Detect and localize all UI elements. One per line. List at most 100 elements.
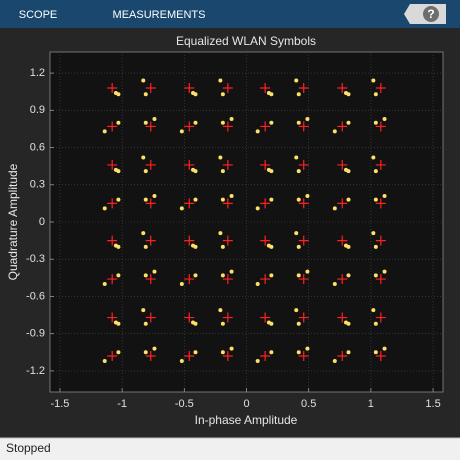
symbol-point <box>305 193 310 198</box>
symbol-point <box>116 197 121 202</box>
reference-point <box>337 82 348 93</box>
symbol-point <box>343 90 348 95</box>
reference-point <box>375 198 386 209</box>
reference-point <box>222 351 233 362</box>
symbol-point <box>220 273 225 278</box>
symbol-point <box>371 231 376 236</box>
reference-point <box>222 121 233 132</box>
y-tick-label: -0.9 <box>26 328 45 340</box>
reference-point <box>337 198 348 209</box>
reference-point <box>184 351 195 362</box>
reference-point <box>337 274 348 285</box>
y-tick-label: -1.2 <box>26 365 45 377</box>
x-tick-label: -1.5 <box>50 398 69 410</box>
x-tick-label: -0.5 <box>175 398 194 410</box>
symbol-point <box>343 320 348 325</box>
symbol-point <box>218 155 223 160</box>
symbol-point <box>220 350 225 355</box>
symbol-point <box>296 273 301 278</box>
reference-point <box>107 351 118 362</box>
reference-point <box>184 159 195 170</box>
symbol-point <box>229 269 234 274</box>
reference-point <box>184 274 195 285</box>
symbol-point <box>143 92 148 97</box>
reference-point <box>337 235 348 246</box>
symbol-point <box>116 273 121 278</box>
symbol-point <box>269 120 274 125</box>
symbol-point <box>296 197 301 202</box>
symbol-point <box>346 120 351 125</box>
reference-point <box>107 159 118 170</box>
symbol-point <box>373 120 378 125</box>
symbol-point <box>296 92 301 97</box>
plot-area: -1.5 -1 -0.5 0 0.5 1 1.5 -1.2 -0.9 -0.6 -0.3 0 0.3 0.… <box>26 52 443 410</box>
y-tick-label: 1.2 <box>30 67 45 79</box>
reference-point <box>222 198 233 209</box>
reference-point <box>260 198 271 209</box>
reference-point <box>260 351 271 362</box>
symbol-point <box>269 197 274 202</box>
symbol-point <box>143 120 148 125</box>
symbol-point <box>255 129 260 134</box>
reference-point <box>260 159 271 170</box>
symbol-point <box>143 244 148 249</box>
symbol-point <box>143 273 148 278</box>
reference-point <box>260 312 271 323</box>
symbol-point <box>332 206 337 211</box>
symbol-point <box>102 282 107 287</box>
reference-point <box>107 82 118 93</box>
symbol-point <box>220 197 225 202</box>
symbol-point <box>116 120 121 125</box>
symbol-point <box>191 320 196 325</box>
reference-point <box>145 235 156 246</box>
reference-point <box>184 121 195 132</box>
reference-point <box>222 274 233 285</box>
x-tick-label: 1 <box>368 398 374 410</box>
symbol-point <box>102 206 107 211</box>
status-text: Stopped <box>6 441 51 455</box>
y-tick-label: -0.3 <box>26 253 45 265</box>
y-tick-label: 0.9 <box>30 104 45 116</box>
symbol-point <box>266 90 271 95</box>
symbol-point <box>229 193 234 198</box>
symbol-point <box>143 169 148 174</box>
chart-title: Equalized WLAN Symbols <box>176 34 316 48</box>
measurements-tab[interactable]: MEASUREMENTS <box>113 9 206 21</box>
reference-point <box>375 351 386 362</box>
symbol-point <box>179 358 184 363</box>
symbol-point <box>382 193 387 198</box>
reference-point <box>145 351 156 362</box>
reference-point <box>222 235 233 246</box>
reference-point <box>145 312 156 323</box>
symbol-point <box>143 321 148 326</box>
status-bar <box>0 438 460 460</box>
reference-point <box>107 312 118 323</box>
symbol-point <box>220 120 225 125</box>
symbol-point <box>294 155 299 160</box>
reference-point <box>222 312 233 323</box>
symbol-point <box>152 117 157 122</box>
symbol-point <box>179 282 184 287</box>
x-tick-label: 0 <box>243 398 249 410</box>
symbol-point <box>113 90 118 95</box>
symbol-point <box>152 346 157 351</box>
symbol-point <box>218 78 223 83</box>
reference-point <box>337 351 348 362</box>
y-tick-label: 0.3 <box>30 179 45 191</box>
symbol-point <box>220 169 225 174</box>
symbol-point <box>220 244 225 249</box>
symbol-point <box>191 243 196 248</box>
help-text[interactable]: ? <box>427 7 434 21</box>
symbol-point <box>102 129 107 134</box>
symbol-point <box>266 243 271 248</box>
symbol-point <box>179 206 184 211</box>
scope-tab[interactable]: SCOPE <box>19 9 58 21</box>
symbol-point <box>373 244 378 249</box>
reference-point <box>375 121 386 132</box>
symbol-point <box>332 358 337 363</box>
symbol-point <box>179 129 184 134</box>
symbol-point <box>116 350 121 355</box>
symbol-point <box>269 350 274 355</box>
symbol-point <box>296 321 301 326</box>
